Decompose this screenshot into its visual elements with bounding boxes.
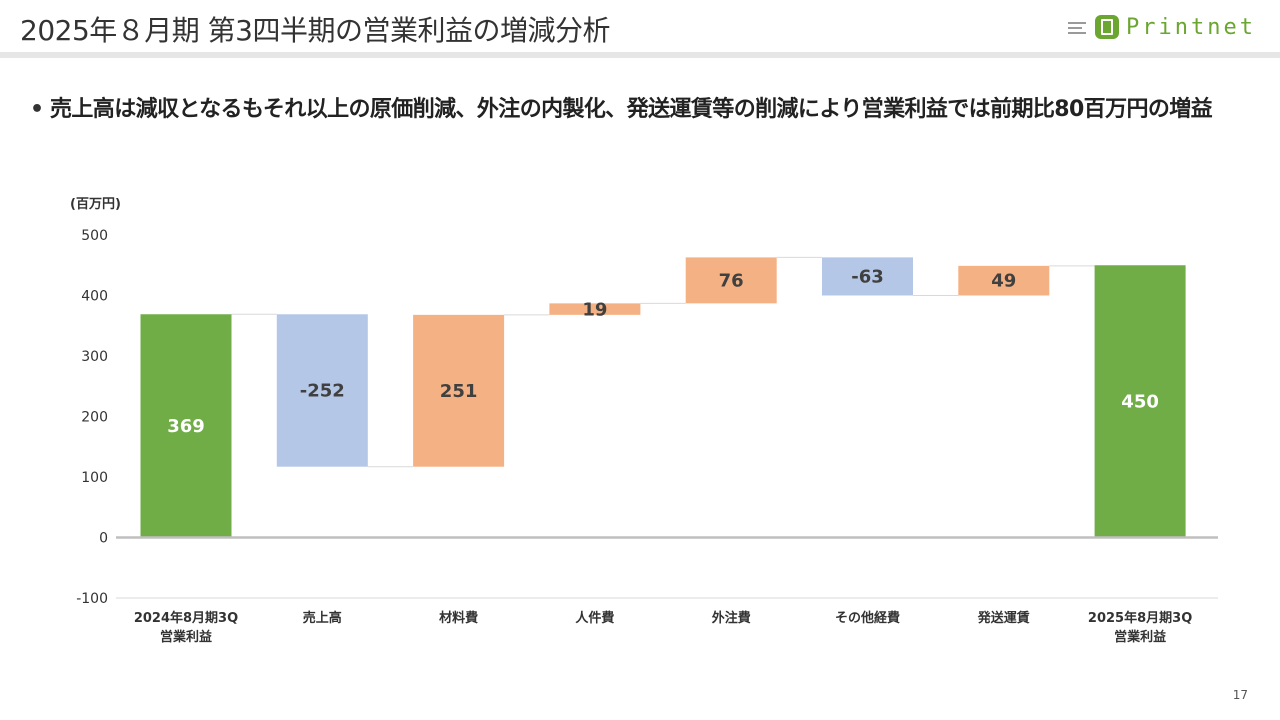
data-label: 19 bbox=[582, 299, 607, 320]
x-category-label: 人件費 bbox=[575, 610, 614, 626]
x-category-label: 2024年8月期3Q bbox=[134, 610, 238, 626]
bar-increase bbox=[685, 257, 777, 304]
bar-decrease bbox=[276, 314, 368, 467]
logo-text: Printnet bbox=[1126, 14, 1256, 40]
speed-lines-icon bbox=[1068, 16, 1090, 38]
page-title: 2025年８月期 第3四半期の営業利益の増減分析 bbox=[20, 14, 610, 47]
x-category-label: 発送運賃 bbox=[977, 610, 1030, 626]
y-tick-label: 200 bbox=[81, 410, 108, 426]
x-category-label: 売上高 bbox=[303, 610, 342, 626]
y-axis-unit-label: (百万円) bbox=[70, 197, 121, 212]
bar-increase bbox=[958, 265, 1050, 296]
data-label: 369 bbox=[167, 416, 205, 437]
y-tick-label: 0 bbox=[99, 531, 108, 547]
data-label: 251 bbox=[440, 381, 478, 402]
data-label: 76 bbox=[719, 270, 744, 291]
y-tick-label: 100 bbox=[81, 470, 108, 486]
y-tick-label: 300 bbox=[81, 349, 108, 365]
x-category-label: 材料費 bbox=[439, 610, 478, 626]
headline: • 売上高は減収となるもそれ以上の原価削減、外注の内製化、発送運賃等の削減により… bbox=[30, 94, 1250, 126]
bar-total bbox=[1094, 265, 1186, 538]
bullet-icon: • bbox=[30, 97, 45, 122]
data-label: 49 bbox=[991, 271, 1016, 292]
page-number: 17 bbox=[1232, 688, 1248, 702]
x-category-label: その他経費 bbox=[835, 610, 900, 626]
x-category-label: 営業利益 bbox=[160, 629, 212, 645]
data-label: -252 bbox=[300, 380, 345, 401]
title-bar: 2025年８月期 第3四半期の営業利益の増減分析 Printnet bbox=[0, 0, 1280, 58]
x-category-label: 外注費 bbox=[711, 610, 751, 626]
company-logo: Printnet bbox=[1068, 10, 1256, 44]
bar-decrease bbox=[822, 257, 913, 296]
x-category-label: 営業利益 bbox=[1114, 629, 1166, 645]
y-tick-label: 500 bbox=[81, 228, 108, 244]
bar-total bbox=[140, 314, 232, 538]
printnet-logo-icon bbox=[1095, 15, 1120, 39]
headline-text: 売上高は減収となるもそれ以上の原価削減、外注の内製化、発送運賃等の削減により営業… bbox=[50, 97, 1213, 122]
bar-increase bbox=[413, 314, 505, 467]
y-tick-label: 400 bbox=[81, 289, 108, 305]
y-tick-label: -100 bbox=[76, 591, 108, 607]
x-category-label: 2025年8月期3Q bbox=[1088, 610, 1192, 626]
data-label: -63 bbox=[851, 266, 884, 287]
bar-increase bbox=[549, 303, 641, 315]
data-label: 450 bbox=[1121, 391, 1159, 412]
